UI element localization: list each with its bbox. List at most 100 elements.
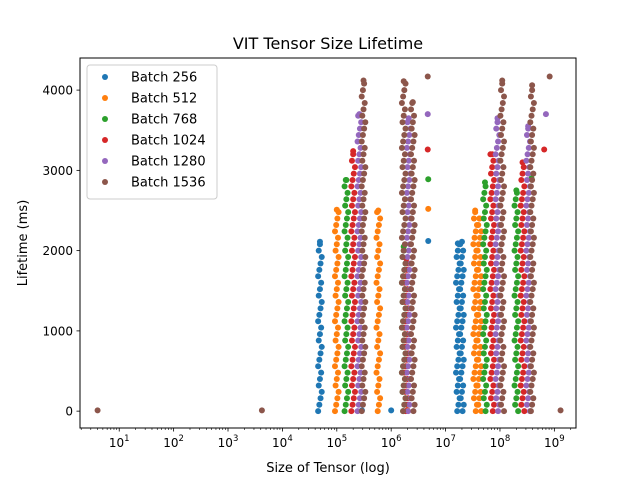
data-point bbox=[501, 318, 508, 325]
legend-label: Batch 1280 bbox=[131, 155, 206, 170]
data-point bbox=[513, 369, 520, 376]
data-point bbox=[376, 376, 383, 383]
data-point bbox=[350, 395, 357, 402]
data-point bbox=[350, 350, 357, 357]
data-point bbox=[459, 273, 466, 280]
data-point bbox=[483, 247, 490, 254]
data-point bbox=[348, 183, 355, 190]
data-point bbox=[474, 382, 481, 389]
data-point bbox=[374, 298, 381, 305]
data-point bbox=[499, 234, 506, 241]
data-point bbox=[527, 343, 534, 350]
data-point bbox=[399, 343, 406, 350]
data-point bbox=[493, 125, 500, 132]
data-point bbox=[497, 247, 504, 254]
data-point bbox=[520, 388, 527, 395]
data-point bbox=[401, 356, 408, 363]
data-point bbox=[489, 343, 496, 350]
data-point bbox=[354, 228, 361, 235]
data-point bbox=[501, 273, 508, 280]
data-point bbox=[358, 254, 365, 261]
data-point bbox=[517, 202, 524, 209]
data-point bbox=[454, 273, 461, 280]
data-point bbox=[493, 260, 500, 267]
data-point bbox=[458, 279, 465, 286]
data-point bbox=[316, 238, 323, 245]
data-point bbox=[498, 87, 505, 94]
data-point bbox=[333, 401, 340, 408]
data-point bbox=[411, 202, 418, 209]
data-point bbox=[398, 324, 405, 331]
data-point bbox=[359, 266, 366, 273]
data-point bbox=[529, 311, 536, 318]
data-point bbox=[350, 331, 357, 338]
data-point bbox=[513, 215, 520, 222]
data-point bbox=[410, 408, 417, 415]
data-point bbox=[512, 241, 519, 248]
data-point bbox=[360, 196, 367, 203]
data-point bbox=[481, 343, 488, 350]
data-point bbox=[359, 292, 366, 299]
data-point bbox=[334, 395, 341, 402]
data-point bbox=[495, 273, 502, 280]
data-point bbox=[360, 376, 367, 383]
data-point bbox=[483, 337, 490, 344]
data-point bbox=[514, 209, 521, 216]
data-point bbox=[402, 305, 409, 312]
data-point bbox=[358, 273, 365, 280]
data-point bbox=[528, 157, 535, 164]
data-point bbox=[481, 179, 488, 186]
data-point bbox=[513, 395, 520, 402]
data-point bbox=[493, 215, 500, 222]
data-point bbox=[476, 215, 483, 222]
data-point bbox=[528, 292, 535, 299]
data-point bbox=[498, 221, 505, 228]
data-point bbox=[334, 324, 341, 331]
data-point bbox=[348, 337, 355, 344]
data-point bbox=[400, 183, 407, 190]
data-point bbox=[334, 234, 341, 241]
data-point bbox=[477, 279, 484, 286]
data-point bbox=[475, 311, 482, 318]
data-point bbox=[530, 395, 537, 402]
data-point bbox=[342, 311, 349, 318]
data-point bbox=[523, 176, 530, 183]
data-point bbox=[525, 170, 532, 177]
data-point bbox=[342, 337, 349, 344]
data-point bbox=[356, 260, 363, 267]
data-point bbox=[333, 221, 340, 228]
data-point bbox=[354, 408, 361, 415]
data-point bbox=[343, 305, 350, 312]
data-point bbox=[360, 106, 367, 113]
data-point bbox=[475, 401, 482, 408]
data-point bbox=[472, 343, 479, 350]
data-point bbox=[401, 196, 408, 203]
data-point bbox=[398, 369, 405, 376]
data-point bbox=[399, 254, 406, 261]
data-point bbox=[458, 324, 465, 331]
data-point bbox=[513, 187, 520, 194]
data-point bbox=[361, 125, 368, 132]
data-point bbox=[480, 350, 487, 357]
data-point bbox=[374, 228, 381, 235]
data-point bbox=[348, 408, 355, 415]
x-tick-label: 106 bbox=[381, 434, 402, 450]
data-point bbox=[512, 331, 519, 338]
data-point bbox=[476, 350, 483, 357]
data-point bbox=[458, 254, 465, 261]
data-point bbox=[483, 311, 490, 318]
data-point bbox=[355, 221, 362, 228]
data-point bbox=[494, 388, 501, 395]
data-point bbox=[316, 331, 323, 338]
data-point bbox=[403, 189, 410, 196]
data-point bbox=[497, 112, 504, 119]
data-point bbox=[512, 356, 519, 363]
y-axis: 0 1000 2000 3000 4000 bbox=[42, 84, 80, 419]
data-point bbox=[493, 279, 500, 286]
data-point bbox=[457, 331, 464, 338]
data-point bbox=[409, 388, 416, 395]
data-point bbox=[488, 234, 495, 241]
y-tick-label: 1000 bbox=[42, 324, 73, 338]
data-point bbox=[514, 254, 521, 261]
data-point bbox=[332, 292, 339, 299]
